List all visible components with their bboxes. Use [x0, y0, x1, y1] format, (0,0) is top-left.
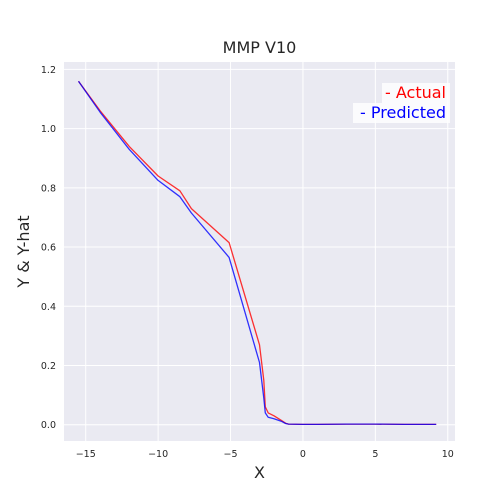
x-tick-label: 0: [300, 449, 306, 460]
y-tick-labels: 0.0 0.2 0.4 0.6 0.8 1.0 1.2: [41, 65, 56, 431]
x-tick-label: 5: [372, 449, 378, 460]
y-tick-label: 1.2: [41, 65, 56, 76]
plot-area: [64, 62, 455, 441]
x-tick-label: 10: [442, 449, 454, 460]
y-tick-label: 0.2: [41, 361, 56, 372]
series-layer: [77, 80, 437, 426]
x-tick-label: −10: [148, 449, 168, 460]
series-line-predicted: [77, 80, 437, 426]
y-tick-label: 0.4: [41, 302, 56, 313]
legend-entry-predicted: - Predicted: [360, 103, 446, 122]
x-tick-label: −5: [224, 449, 238, 460]
x-grid: [85, 62, 449, 441]
legend: - Actual - Predicted: [353, 83, 450, 123]
x-tick-label: −15: [76, 449, 96, 460]
legend-entry-actual: - Actual: [385, 83, 446, 102]
y-tick-label: 0.6: [41, 243, 56, 254]
chart-title: MMP V10: [223, 38, 297, 57]
legend-background-actual: [382, 83, 450, 103]
x-tick-labels: −15 −10 −5 0 5 10: [76, 449, 454, 460]
y-axis-label: Y & Y-hat: [14, 215, 33, 288]
y-tick-label: 1.0: [41, 124, 56, 135]
legend-background-predicted: [353, 103, 450, 123]
y-tick-label: 0.0: [41, 420, 56, 431]
y-tick-label: 0.8: [41, 183, 56, 194]
x-axis-label: X: [254, 463, 265, 482]
